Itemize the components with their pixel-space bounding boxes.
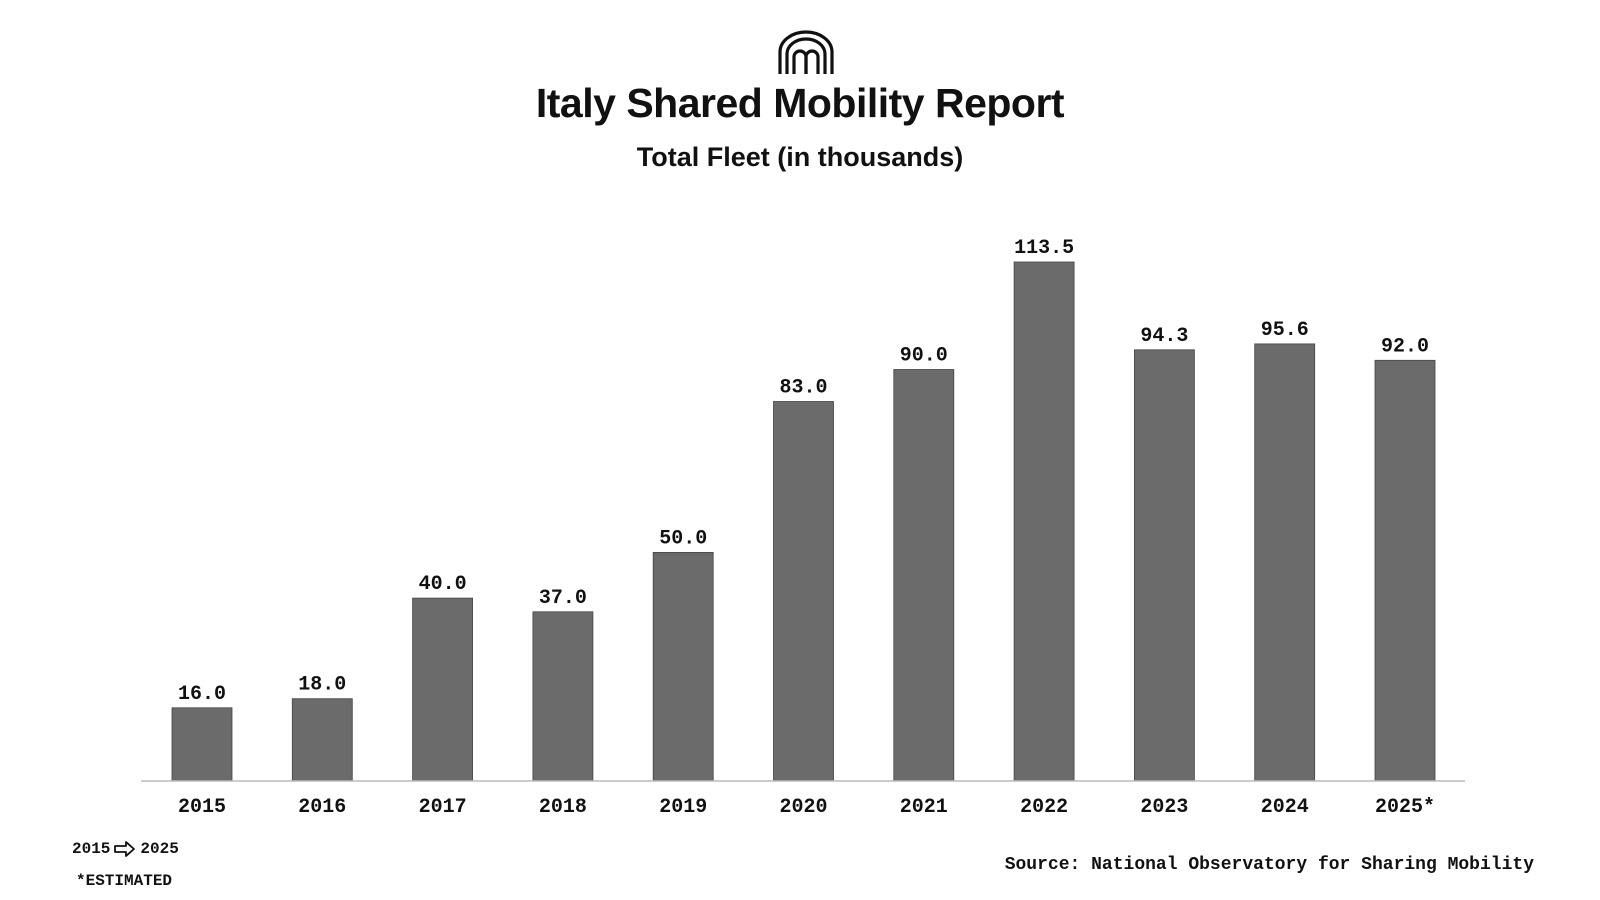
chart-subtitle: Total Fleet (in thousands) xyxy=(636,142,964,172)
bar-2022 xyxy=(1013,261,1075,782)
bar-2015 xyxy=(171,707,233,782)
x-tick-label-2016: 2016 xyxy=(298,796,346,819)
source-note: Source: National Observatory for Sharing… xyxy=(1004,855,1534,875)
date-range: 2015 2025 xyxy=(72,840,179,858)
x-tick-label-2023: 2023 xyxy=(1140,796,1188,819)
x-tick-label-2022: 2022 xyxy=(1020,796,1068,819)
value-label-2015: 16.0 xyxy=(178,683,226,706)
estimated-note: *ESTIMATED xyxy=(76,872,173,890)
range-end: 2025 xyxy=(140,840,179,858)
x-tick-label-2024: 2024 xyxy=(1261,796,1309,819)
value-label-2024: 95.6 xyxy=(1261,319,1309,342)
x-tick-label-2017: 2017 xyxy=(419,796,467,819)
bar-2019 xyxy=(652,552,714,782)
value-label-2018: 37.0 xyxy=(539,587,587,610)
bar-2017 xyxy=(412,597,474,782)
value-label-2017: 40.0 xyxy=(419,573,467,596)
bar-2016 xyxy=(291,698,353,782)
chart-title: Italy Shared Mobility Report xyxy=(535,80,1065,126)
x-tick-label-2020: 2020 xyxy=(779,796,827,819)
bar-2023 xyxy=(1134,349,1195,782)
x-tick-label-2025: 2025* xyxy=(1375,796,1435,819)
value-label-2021: 90.0 xyxy=(900,345,948,368)
value-label-2023: 94.3 xyxy=(1140,325,1188,348)
x-tick-label-2021: 2021 xyxy=(900,796,948,819)
bar-2025 xyxy=(1374,359,1436,782)
arches-logo-icon xyxy=(778,30,834,74)
bar-2021 xyxy=(893,369,955,782)
x-tick-label-2018: 2018 xyxy=(539,796,587,819)
bar-2020 xyxy=(773,401,834,782)
range-start: 2015 xyxy=(72,840,111,858)
bar-2024 xyxy=(1254,343,1316,782)
value-label-2025: 92.0 xyxy=(1381,335,1429,358)
x-tick-label-2019: 2019 xyxy=(659,796,707,819)
x-tick-label-2015: 2015 xyxy=(178,796,226,819)
value-label-2020: 83.0 xyxy=(779,377,827,400)
right-arrow-icon xyxy=(114,841,136,857)
value-label-2022: 113.5 xyxy=(1014,237,1074,260)
bar-2018 xyxy=(532,611,594,782)
value-label-2019: 50.0 xyxy=(659,527,707,550)
value-label-2016: 18.0 xyxy=(298,674,346,697)
